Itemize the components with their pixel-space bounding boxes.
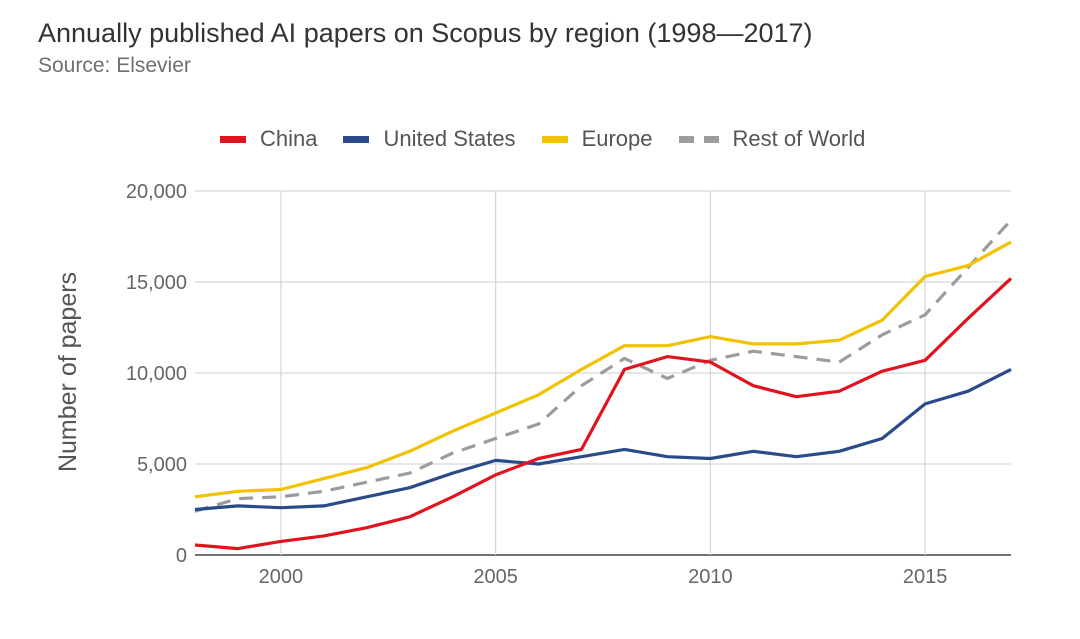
x-tick-label: 2010 <box>688 566 733 588</box>
legend-item-rest-of-world: Rest of World <box>678 126 866 152</box>
y-tick-label: 5,000 <box>137 454 187 476</box>
series-line-united-states <box>194 367 1012 512</box>
series-line-rest-of-world <box>194 219 1013 513</box>
y-tick-label: 10,000 <box>126 363 187 385</box>
chart-legend: China United States Europe Rest of World <box>220 126 891 152</box>
legend-label-united-states: United States <box>383 126 516 151</box>
x-tick-label: 2000 <box>259 566 304 588</box>
y-axis-label: Number of papers <box>54 272 82 472</box>
legend-swatch-united-states <box>343 135 370 143</box>
legend-swatch-europe <box>541 135 568 143</box>
legend-label-europe: Europe <box>581 126 653 151</box>
y-tick-label: 0 <box>176 545 187 567</box>
series-line-europe <box>194 240 1012 499</box>
chart-subtitle: Source: Elsevier <box>38 54 191 77</box>
legend-label-china: China <box>260 126 318 151</box>
chart-series <box>194 219 1013 551</box>
legend-item-united-states: United States <box>343 126 516 152</box>
legend-item-europe: Europe <box>541 126 653 152</box>
x-tick-label: 2005 <box>473 566 518 588</box>
legend-swatch-china <box>220 135 246 143</box>
x-axis-ticks: 2000 2005 2010 2015 <box>259 566 948 588</box>
legend-item-china: China <box>220 126 317 152</box>
y-tick-label: 20,000 <box>126 181 187 203</box>
y-tick-label: 15,000 <box>126 272 187 294</box>
y-axis-ticks: 0 5,000 10,000 15,000 20,000 <box>126 181 187 567</box>
series-line-china <box>194 277 1013 551</box>
legend-label-rest-of-world: Rest of World <box>732 126 866 151</box>
x-tick-label: 2015 <box>903 566 948 588</box>
chart-title: Annually published AI papers on Scopus b… <box>38 18 813 48</box>
legend-swatch-rest-of-world <box>678 135 719 143</box>
